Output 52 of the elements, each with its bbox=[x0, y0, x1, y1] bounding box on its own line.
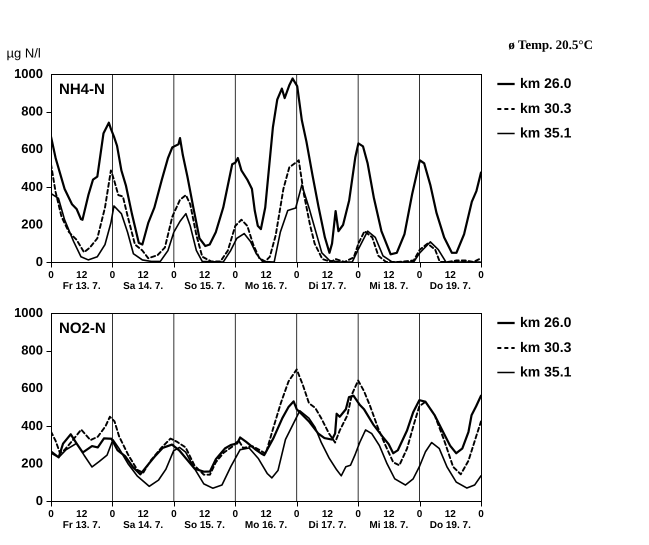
x-tick-label: 0 bbox=[110, 509, 116, 520]
x-tick-label: 12 Mi 18. 7. bbox=[369, 270, 409, 292]
x-tick-label: 0 bbox=[478, 270, 484, 281]
x-tick-label: 0 bbox=[355, 509, 362, 520]
x-tick-label: 0 bbox=[48, 270, 54, 281]
x-tick-label: 12 Do 19. 7. bbox=[430, 509, 472, 531]
x-tick-label: 12 Fr 13. 7. bbox=[62, 270, 101, 292]
y-tick-label: 1000 bbox=[14, 305, 43, 320]
x-tick-label: 0 bbox=[171, 509, 178, 520]
x-tick-label: 0 bbox=[232, 270, 239, 281]
x-tick-label: 12 So 15. 7. bbox=[184, 509, 226, 531]
x-tick-label: 0 bbox=[416, 270, 423, 281]
x-tick-label: 12 Sa 14. 7. bbox=[123, 270, 164, 292]
y-tick-label: 400 bbox=[21, 418, 43, 433]
x-tick-label: 0 bbox=[110, 270, 116, 281]
x-tick-label: 12 Do 19. 7. bbox=[430, 270, 472, 292]
x-tick-label: 0 bbox=[171, 270, 178, 281]
legend-label: km 35.1 bbox=[520, 124, 572, 140]
x-tick-label: 0 bbox=[294, 509, 300, 520]
chart-title: NO2-N bbox=[59, 320, 106, 337]
x-tick-label: 12 Mo 16. 7. bbox=[244, 509, 288, 531]
x-tick-label: 12 Fr 13. 7. bbox=[62, 509, 101, 531]
y-tick-label: 200 bbox=[21, 216, 43, 232]
legend-label: km 30.3 bbox=[520, 339, 572, 355]
x-tick-label: 0 bbox=[232, 509, 239, 520]
y-tick-label: 800 bbox=[21, 104, 43, 119]
x-tick-label: 0 bbox=[48, 509, 54, 520]
chart-title: NH4-N bbox=[59, 81, 105, 98]
x-tick-label: 12 Mo 16. 7. bbox=[244, 270, 288, 292]
x-tick-label: 0 bbox=[416, 509, 423, 520]
y-tick-label: 600 bbox=[21, 141, 43, 156]
legend-label: km 35.1 bbox=[520, 364, 572, 380]
x-tick-label: 12 Di 17. 7. bbox=[308, 509, 347, 531]
legend-label: km 26.0 bbox=[520, 314, 572, 330]
x-tick-label: 0 bbox=[294, 270, 300, 281]
y-tick-label: 800 bbox=[21, 342, 43, 358]
x-tick-label: 12 Mi 18. 7. bbox=[369, 509, 409, 531]
x-tick-label: 12 So 15. 7. bbox=[184, 270, 226, 292]
x-tick-label: 12 Sa 14. 7. bbox=[123, 509, 164, 531]
y-tick-label: 0 bbox=[36, 493, 43, 508]
x-tick-label: 0 bbox=[478, 509, 484, 520]
y-tick-label: 400 bbox=[21, 178, 43, 194]
x-tick-label: 12 Di 17. 7. bbox=[308, 270, 347, 292]
text: ø Temp. 20.5°C bbox=[508, 37, 593, 52]
y-tick-label: 0 bbox=[36, 254, 43, 269]
x-tick-label: 0 bbox=[355, 270, 362, 281]
legend-label: km 26.0 bbox=[520, 75, 572, 91]
y-tick-label: 200 bbox=[21, 455, 43, 470]
legend-label: km 30.3 bbox=[520, 100, 572, 116]
y-axis-title: µg N/l bbox=[6, 46, 41, 60]
y-tick-label: 1000 bbox=[14, 66, 43, 81]
y-tick-label: 600 bbox=[21, 380, 43, 396]
